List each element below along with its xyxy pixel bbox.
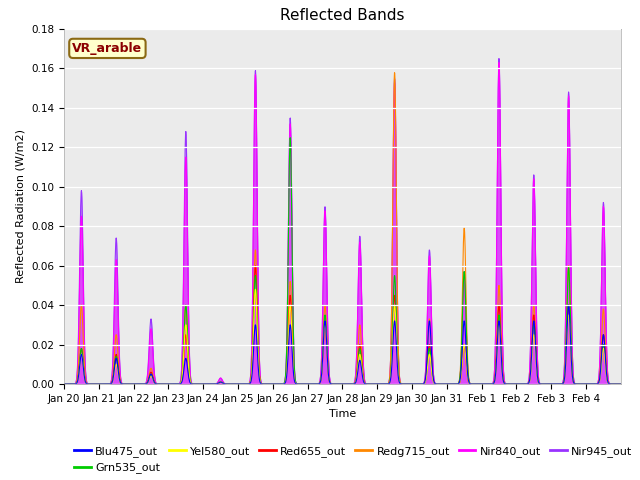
Title: Reflected Bands: Reflected Bands: [280, 9, 404, 24]
Y-axis label: Reflected Radiation (W/m2): Reflected Radiation (W/m2): [15, 130, 26, 283]
Legend: Blu475_out, Grn535_out, Yel580_out, Red655_out, Redg715_out, Nir840_out, Nir945_: Blu475_out, Grn535_out, Yel580_out, Red6…: [70, 442, 637, 478]
X-axis label: Time: Time: [329, 409, 356, 419]
Text: VR_arable: VR_arable: [72, 42, 143, 55]
